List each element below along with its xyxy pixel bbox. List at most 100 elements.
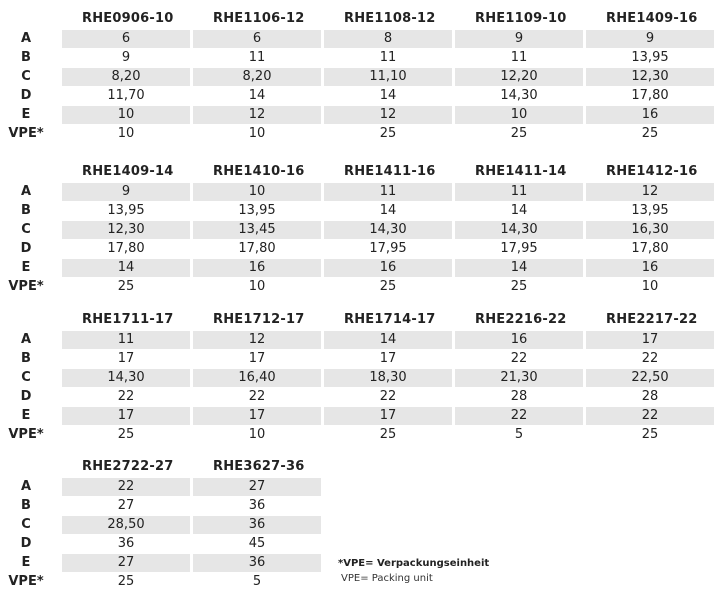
table-cell: 36 [193, 516, 321, 534]
table-cell: 5 [252, 574, 262, 589]
row-label-a: A [20, 184, 32, 199]
table-cell: 25 [510, 126, 528, 141]
table-cell: 12 [324, 106, 452, 124]
table-cell: 11 [510, 50, 528, 65]
footnote-vpe-en: VPE= Packing unit [341, 573, 433, 584]
column-header: RHE2722-27 [82, 459, 174, 474]
table-cell: 18,30 [324, 369, 452, 387]
table-cell: 11,10 [324, 68, 452, 86]
table-cell: 16 [586, 259, 714, 277]
table-cell: 9 [62, 183, 190, 201]
column-header: RHE1106-12 [213, 11, 305, 26]
table-cell: 22 [117, 389, 135, 404]
table-cell: 17,95 [500, 241, 538, 256]
table-cell: 6 [62, 30, 190, 48]
row-label-a: A [20, 31, 32, 46]
table-cell: 14 [455, 259, 583, 277]
table-cell: 25 [117, 574, 135, 589]
column-header: RHE1108-12 [344, 11, 436, 26]
row-label-e: E [21, 260, 31, 275]
table-cell: 14,30 [455, 221, 583, 239]
table-cell: 10 [248, 279, 266, 294]
table-cell: 12 [193, 331, 321, 349]
table-cell: 17 [248, 351, 266, 366]
table-cell: 17 [586, 331, 714, 349]
table-cell: 6 [193, 30, 321, 48]
table-cell: 22 [586, 407, 714, 425]
table-cell: 25 [641, 427, 659, 442]
table-cell: 25 [510, 279, 528, 294]
column-header: RHE1714-17 [344, 312, 436, 327]
table-cell: 14 [62, 259, 190, 277]
row-label-e: E [21, 408, 31, 423]
table-cell: 17 [62, 407, 190, 425]
table-cell: 27 [193, 478, 321, 496]
table-cell: 17,80 [107, 241, 145, 256]
column-header: RHE1411-14 [475, 164, 567, 179]
column-header: RHE2217-22 [606, 312, 698, 327]
row-label-b: B [21, 203, 31, 218]
row-label-d: D [20, 389, 32, 404]
table-cell: 17 [324, 407, 452, 425]
table-cell: 25 [117, 427, 135, 442]
row-label-vpe: VPE* [8, 279, 44, 294]
row-label-d: D [20, 88, 32, 103]
table-cell: 11 [62, 331, 190, 349]
column-header: RHE1410-16 [213, 164, 305, 179]
table-cell: 14 [379, 88, 397, 103]
table-cell: 16 [586, 106, 714, 124]
table-cell: 25 [641, 126, 659, 141]
table-cell: 12,20 [455, 68, 583, 86]
table-cell: 13,95 [631, 203, 669, 218]
column-header: RHE1412-16 [606, 164, 698, 179]
table-cell: 17,80 [631, 241, 669, 256]
column-header: RHE2216-22 [475, 312, 567, 327]
row-label-d: D [20, 536, 32, 551]
row-label-c: C [21, 69, 31, 84]
table-cell: 14 [379, 203, 397, 218]
table-cell: 12,30 [62, 221, 190, 239]
table-cell: 10 [193, 183, 321, 201]
table-cell: 16 [193, 259, 321, 277]
table-cell: 25 [379, 427, 397, 442]
table-cell: 36 [193, 554, 321, 572]
footnote-vpe-de: *VPE= Verpackungseinheit [338, 558, 490, 569]
table-cell: 17,80 [238, 241, 276, 256]
table-cell: 17 [379, 351, 397, 366]
table-cell: 17,95 [369, 241, 407, 256]
row-label-c: C [21, 222, 31, 237]
column-header: RHE3627-36 [213, 459, 305, 474]
table-cell: 13,95 [238, 203, 276, 218]
row-label-a: A [20, 332, 32, 347]
table-cell: 10 [248, 126, 266, 141]
table-cell: 10 [641, 279, 659, 294]
table-cell: 10 [455, 106, 583, 124]
table-cell: 11,70 [107, 88, 145, 103]
table-cell: 9 [586, 30, 714, 48]
table-cell: 13,95 [631, 50, 669, 65]
column-header: RHE1711-17 [82, 312, 174, 327]
table-cell: 17 [117, 351, 135, 366]
table-cell: 11 [379, 50, 397, 65]
table-cell: 10 [117, 126, 135, 141]
table-cell: 16 [324, 259, 452, 277]
table-cell: 22 [248, 389, 266, 404]
row-label-vpe: VPE* [8, 126, 44, 141]
table-cell: 13,95 [107, 203, 145, 218]
table-cell: 27 [117, 498, 135, 513]
table-cell: 13,45 [193, 221, 321, 239]
column-header: RHE1109-10 [475, 11, 567, 26]
row-label-c: C [21, 517, 31, 532]
table-cell: 25 [379, 279, 397, 294]
column-header: RHE1409-14 [82, 164, 174, 179]
column-header: RHE0906-10 [82, 11, 174, 26]
table-cell: 16,30 [586, 221, 714, 239]
table-cell: 8,20 [62, 68, 190, 86]
table-cell: 14,30 [62, 369, 190, 387]
table-cell: 22 [510, 351, 528, 366]
table-cell: 12,30 [586, 68, 714, 86]
table-cell: 9 [455, 30, 583, 48]
table-cell: 16 [455, 331, 583, 349]
table-cell: 12 [193, 106, 321, 124]
row-label-d: D [20, 241, 32, 256]
